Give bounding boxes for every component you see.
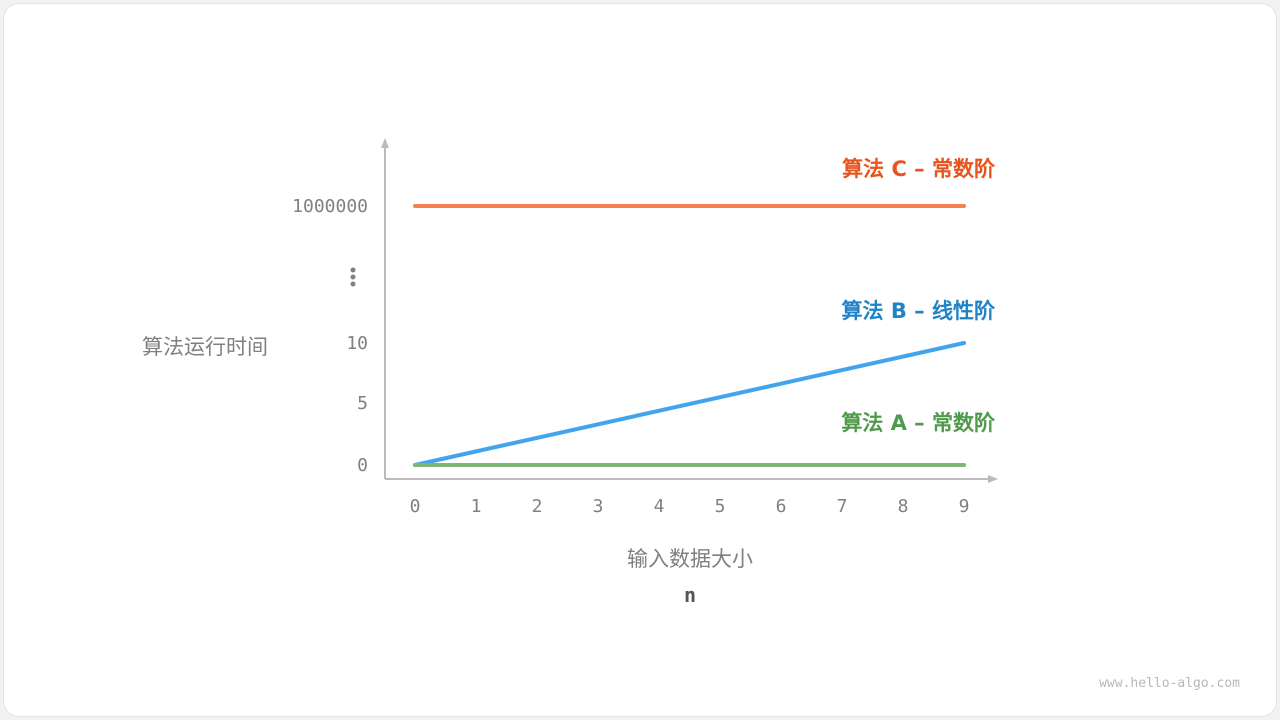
x-tick-label: 9 — [959, 496, 970, 517]
x-tick-label: 7 — [837, 496, 848, 517]
x-tick-label: 3 — [593, 496, 604, 517]
y-tick-label: 5 — [357, 393, 368, 414]
series-label: 算法 B – 线性阶 — [842, 299, 996, 323]
x-tick-label: 6 — [776, 496, 787, 517]
y-tick-label: 10 — [346, 333, 368, 354]
x-axis-arrow-icon — [988, 475, 998, 483]
x-tick-label: 0 — [410, 496, 421, 517]
series-label: 算法 C – 常数阶 — [842, 157, 996, 181]
x-tick-label: 4 — [654, 496, 665, 517]
series-line — [413, 341, 966, 467]
watermark: www.hello-algo.com — [1099, 676, 1240, 691]
y-tick-label: 0 — [357, 455, 368, 476]
y-tick-label: 1000000 — [292, 196, 368, 217]
x-tick-label: 2 — [532, 496, 543, 517]
series-label: 算法 A – 常数阶 — [841, 411, 996, 435]
y-axis-break-dot — [350, 281, 356, 287]
x-tick-label: 1 — [471, 496, 482, 517]
y-axis-arrow-icon — [381, 138, 389, 148]
y-axis-label: 算法运行时间 — [142, 335, 268, 359]
x-tick-label: 8 — [898, 496, 909, 517]
x-axis-label: 输入数据大小 — [627, 547, 753, 571]
chart-card — [3, 3, 1277, 717]
y-axis-break-dot — [350, 267, 356, 273]
x-tick-label: 5 — [715, 496, 726, 517]
y-axis-break-dot — [350, 274, 356, 280]
x-axis-sublabel: n — [684, 583, 696, 607]
